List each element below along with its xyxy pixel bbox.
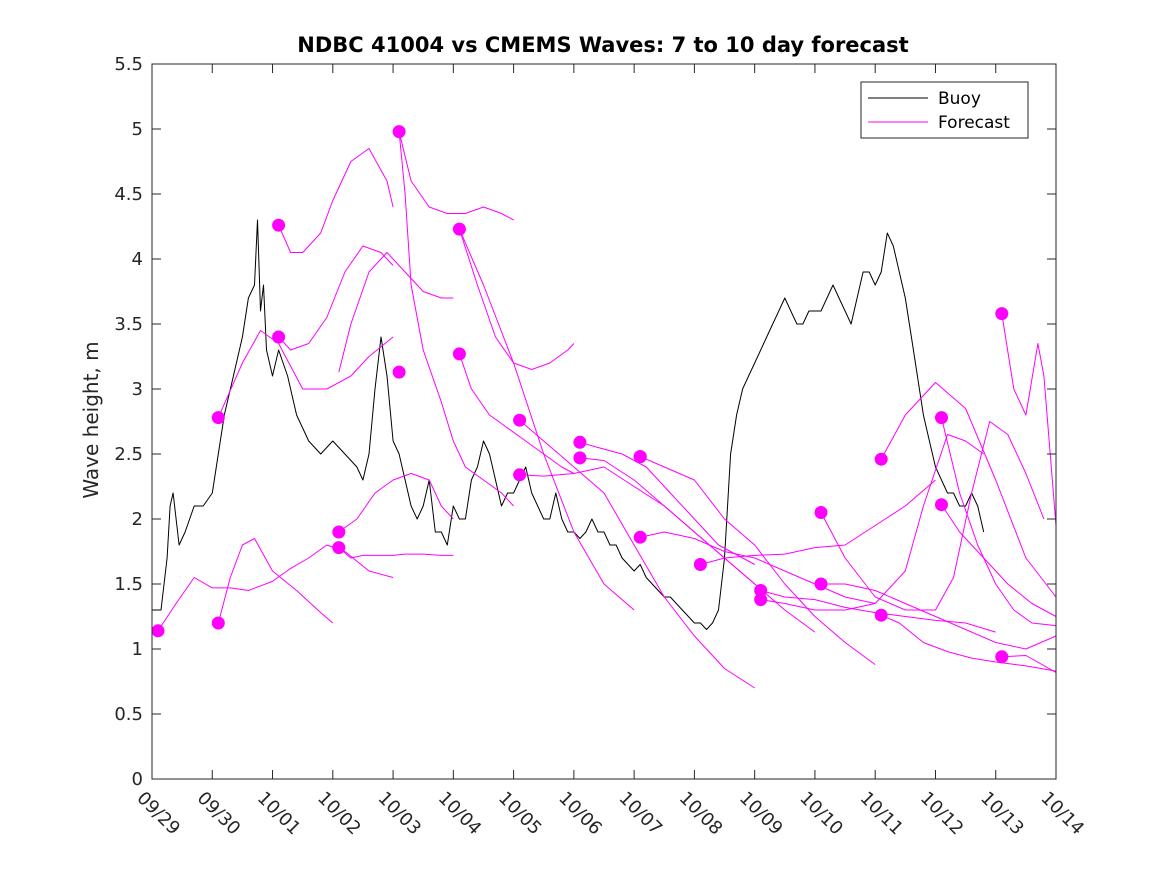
forecast-marker: [935, 411, 948, 425]
y-tick-label: 4.5: [114, 184, 143, 205]
y-tick-label: 0.5: [114, 704, 143, 725]
x-tick-label: 10/08: [675, 788, 727, 840]
forecast-marker: [935, 498, 948, 512]
y-tick-label: 4: [132, 249, 143, 270]
forecast-marker: [754, 584, 768, 597]
forecast-marker: [814, 506, 828, 519]
forecast-marker: [332, 541, 346, 555]
series-line-forecast-16: [579, 441, 755, 565]
y-axis-ticks: 0 0.5 1 1.5 2 2.5 3 3.5 4 4.5 5 5.5: [114, 54, 1056, 790]
x-tick-label: 09/30: [193, 788, 245, 840]
plot-frame: [151, 63, 1057, 780]
forecast-marker: [332, 525, 346, 539]
series-line-forecast-9: [398, 131, 514, 221]
y-axis-label: Wave height, m: [79, 341, 103, 498]
series-line-forecast-11: [458, 228, 575, 370]
forecast-marker: [874, 608, 888, 622]
forecast-marker: [633, 450, 647, 464]
marker-layer: [151, 125, 1009, 664]
y-tick-label: 3.5: [114, 314, 143, 335]
forecast-marker: [754, 593, 768, 607]
series-line-forecast-14: [519, 419, 755, 689]
chart-title: NDBC 41004 vs CMEMS Waves: 7 to 10 day f…: [297, 33, 908, 57]
x-tick-label: 10/03: [374, 788, 426, 840]
series-line-forecast-5: [278, 245, 394, 351]
forecast-marker: [573, 435, 587, 449]
x-tick-label: 10/12: [916, 788, 968, 840]
series-line-forecast-27: [941, 417, 1057, 627]
forecast-marker: [513, 468, 527, 482]
series-line-forecast-8: [338, 252, 454, 373]
legend-label-buoy: Buoy: [938, 89, 981, 109]
forecast-marker: [272, 218, 286, 232]
series-line-forecast-29: [1001, 313, 1057, 526]
forecast-marker: [995, 650, 1009, 664]
series-line-forecast-1: [157, 544, 394, 632]
series-line-forecast-15: [519, 466, 756, 585]
forecast-marker: [513, 413, 527, 427]
series-line-forecast-22: [760, 434, 984, 611]
x-tick-label: 09/29: [132, 788, 184, 840]
series-line-forecast-4: [217, 538, 334, 624]
series-line-forecast-28: [941, 504, 1057, 617]
x-tick-label: 10/07: [615, 788, 667, 840]
x-tick-label: 10/09: [735, 788, 787, 840]
series-line-forecast-2: [217, 330, 394, 418]
legend-label-forecast: Forecast: [938, 113, 1010, 133]
y-tick-label: 1: [132, 639, 143, 660]
forecast-marker: [995, 307, 1009, 321]
series-line-forecast-21: [760, 590, 996, 633]
y-tick-label: 5.5: [114, 54, 143, 75]
series-line-forecast-12: [458, 353, 575, 474]
x-tick-label: 10/05: [494, 788, 546, 840]
series-line-forecast-20: [700, 479, 936, 565]
series-line-forecast-13: [458, 228, 635, 611]
forecast-marker: [452, 222, 466, 236]
series-line-forecast-3: [278, 148, 394, 253]
series-line-forecast-26: [881, 614, 1057, 672]
y-tick-label: 0: [132, 769, 143, 790]
series-line-forecast-7: [338, 473, 454, 533]
x-axis-ticks: 09/29 09/30 10/01 10/02 10/03 10/04 10/05 10/06…: [132, 64, 1088, 839]
x-tick-label: 10/02: [313, 788, 365, 840]
forecast-marker: [633, 530, 647, 544]
forecast-marker: [874, 452, 888, 466]
x-tick-label: 10/01: [253, 788, 305, 840]
x-tick-label: 10/14: [1036, 788, 1088, 840]
series-line-buoy: [152, 219, 985, 630]
x-tick-label: 10/13: [976, 788, 1028, 840]
y-tick-label: 2: [132, 509, 143, 530]
x-tick-label: 10/11: [856, 788, 908, 840]
series-line-forecast-18: [640, 456, 876, 666]
y-tick-label: 5: [132, 119, 143, 140]
series-line-forecast-19: [640, 531, 876, 604]
y-tick-label: 3: [132, 379, 143, 400]
series-layer: [152, 131, 1057, 689]
forecast-marker: [392, 365, 406, 379]
forecast-marker: [452, 347, 466, 361]
legend-box: [860, 81, 1029, 139]
forecast-marker: [693, 558, 707, 571]
series-line-forecast-23: [820, 421, 1045, 611]
series-line-forecast-6: [338, 547, 454, 559]
forecast-marker: [211, 616, 225, 630]
x-tick-label: 10/10: [795, 788, 847, 840]
series-line-forecast-30: [1001, 655, 1057, 673]
forecast-marker: [573, 451, 587, 465]
forecast-marker: [392, 125, 406, 139]
x-tick-label: 10/06: [554, 788, 606, 840]
series-line-forecast-17: [579, 457, 816, 633]
y-tick-label: 2.5: [114, 444, 143, 465]
forecast-marker: [211, 411, 225, 425]
y-tick-label: 1.5: [114, 574, 143, 595]
x-tick-label: 10/04: [434, 788, 486, 840]
series-line-forecast-24: [821, 583, 1057, 650]
forecast-marker: [814, 577, 828, 591]
series-line-forecast-25: [880, 382, 1057, 598]
legend: Buoy Forecast: [860, 81, 1029, 139]
forecast-marker: [272, 330, 286, 344]
series-line-forecast-10: [398, 131, 514, 507]
forecast-marker: [151, 624, 165, 638]
